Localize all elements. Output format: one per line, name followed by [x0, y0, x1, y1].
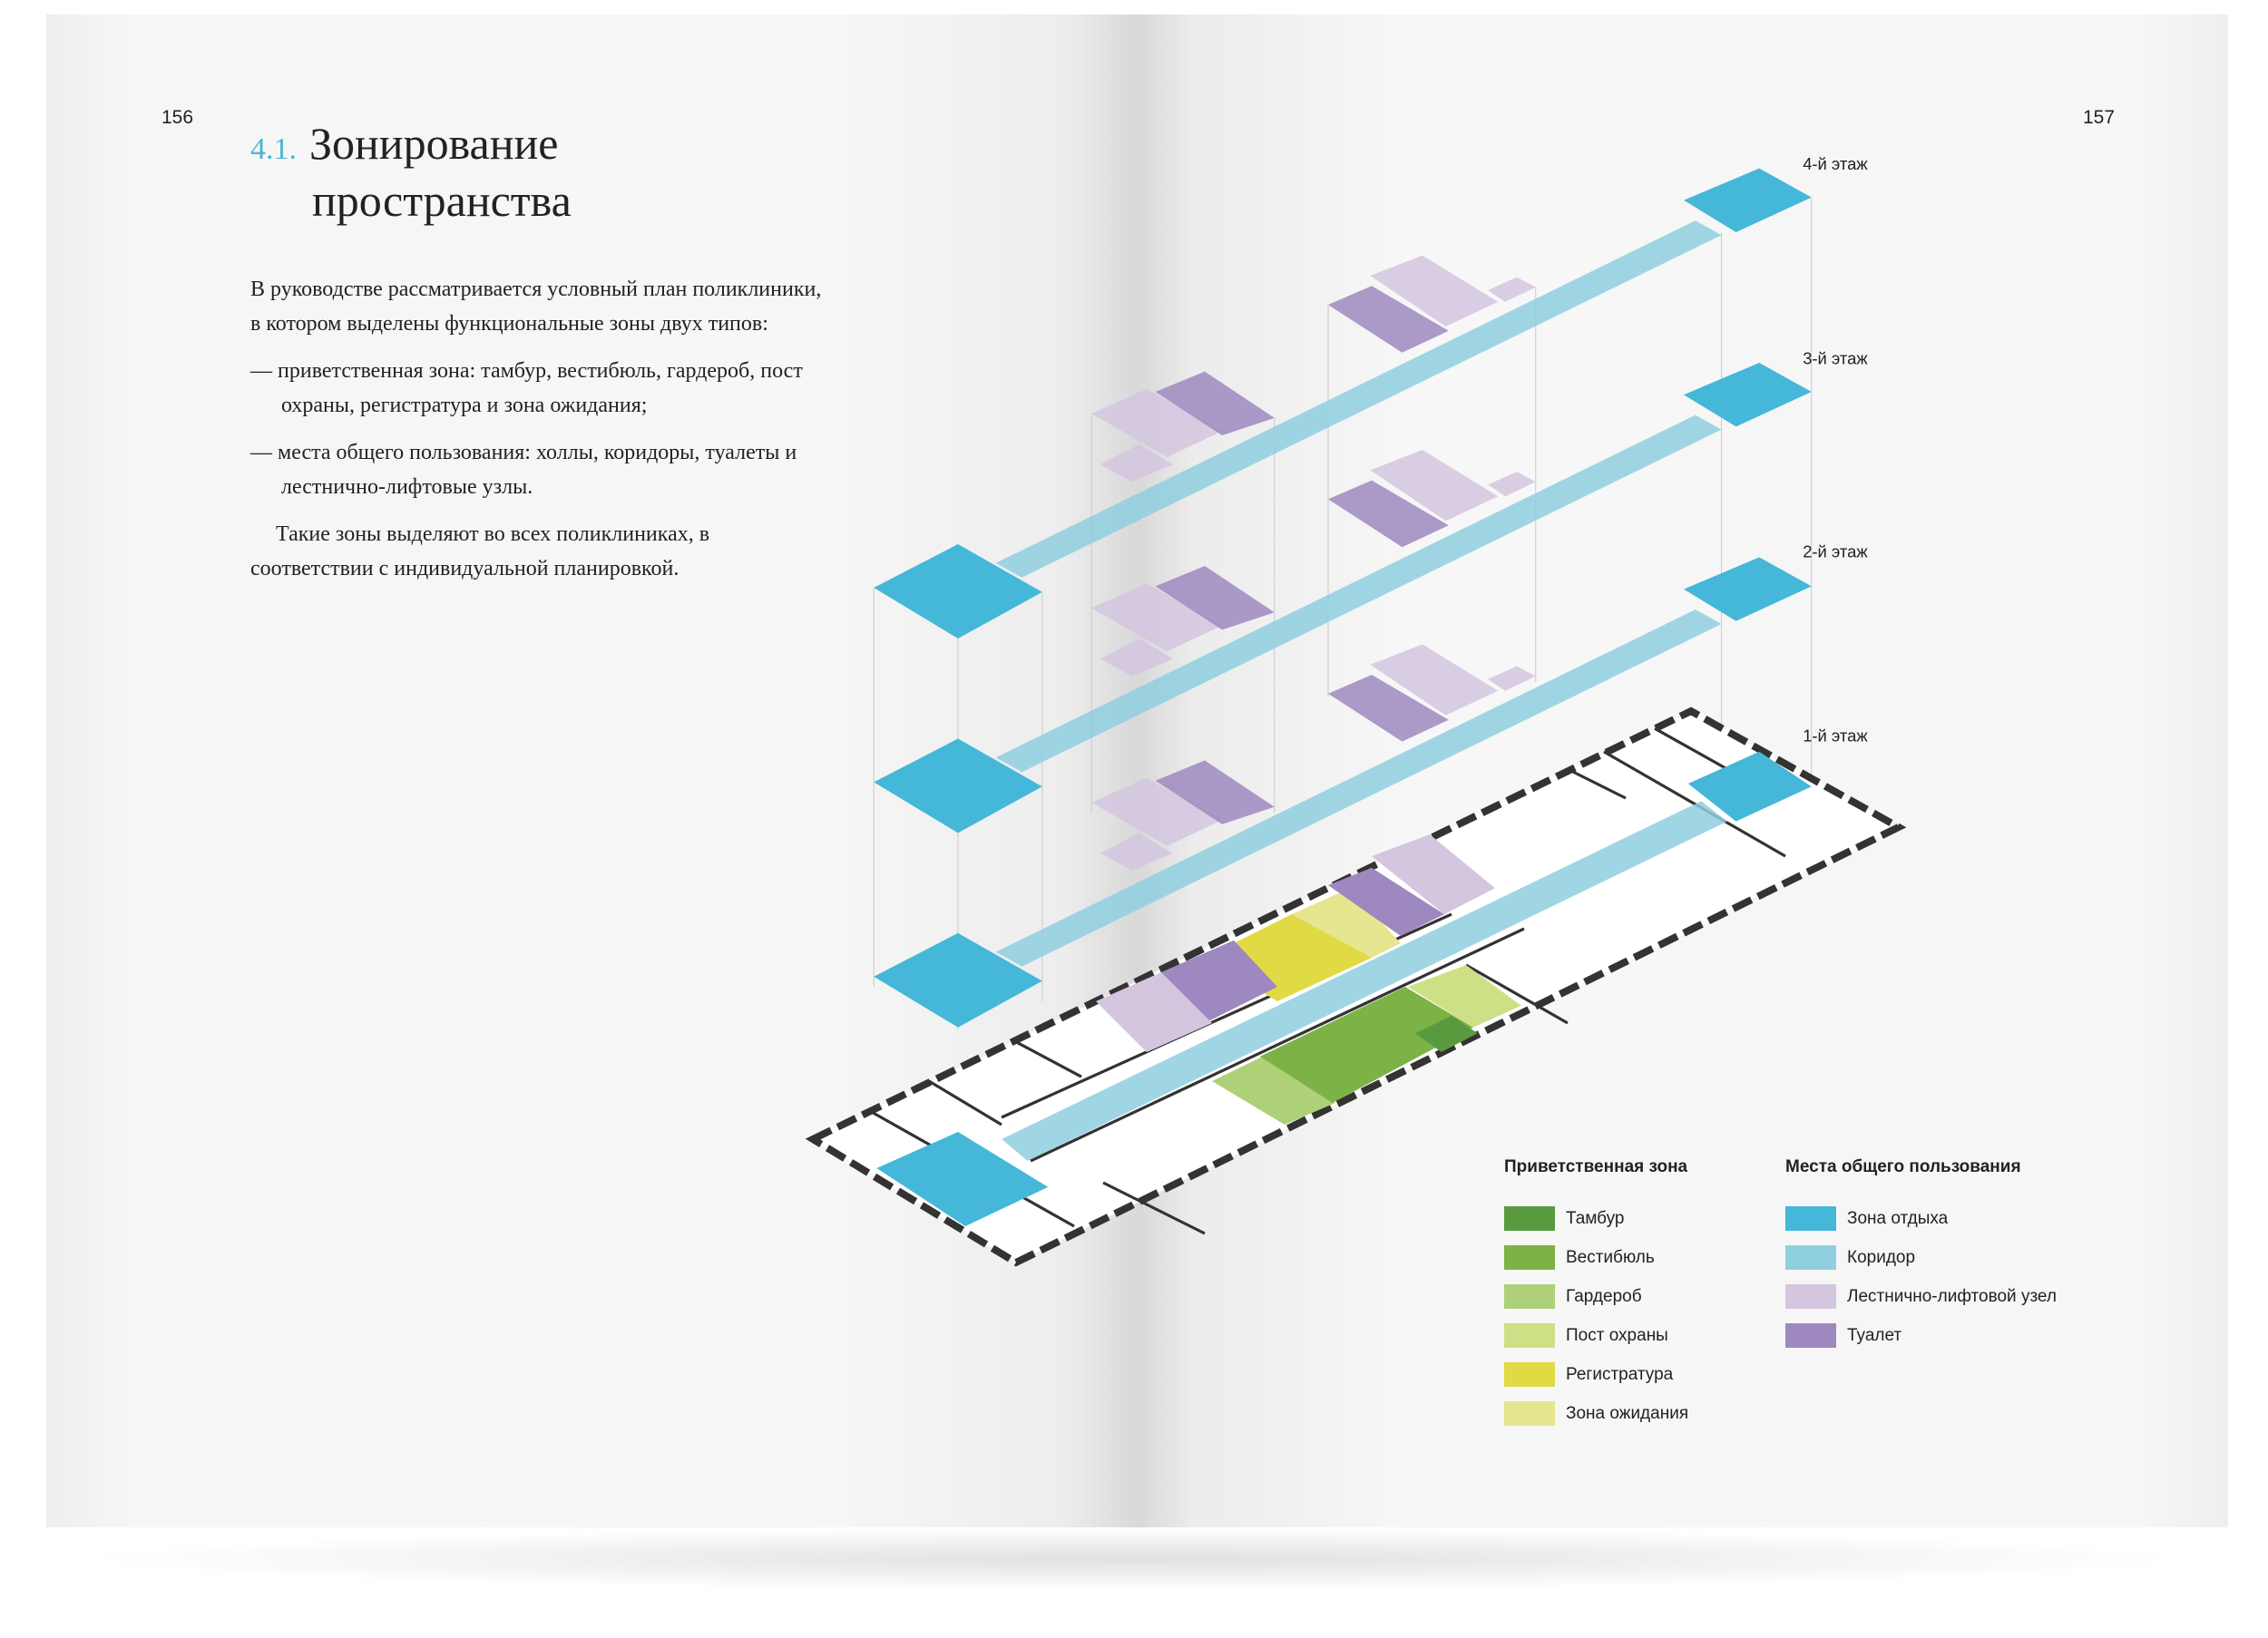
zone-stair-lift — [1096, 972, 1212, 1052]
legend-label: Коридор — [1847, 1247, 1916, 1267]
book-shadow — [73, 1527, 2195, 1591]
intro-paragraph: В руководстве рассматривается условный п… — [250, 278, 822, 336]
legend-swatch — [1504, 1362, 1555, 1387]
zone-stair-lift — [1488, 666, 1536, 691]
legend-common-areas: Места общего пользования Зона отдыха Кори… — [1785, 1157, 2057, 1355]
legend-swatch — [1504, 1206, 1555, 1231]
section-title: 4.1. Зонирование пространства — [250, 118, 572, 226]
legend-label: Зона отдыха — [1847, 1208, 1949, 1228]
floor-connector-lines — [873, 197, 1813, 1030]
zone-stair-lift — [1372, 834, 1495, 914]
section-number: 4.1. — [250, 132, 297, 166]
zone-stair-lift — [1488, 472, 1536, 497]
zone-rest-right — [1684, 557, 1812, 621]
legend-label: Тамбур — [1566, 1208, 1625, 1228]
zone-toilet — [1155, 566, 1275, 630]
zone-toilet — [1328, 867, 1444, 936]
zone-stair-lift — [1100, 833, 1173, 871]
legend-title: Места общего пользования — [1785, 1157, 2021, 1176]
zone-rest-left — [874, 544, 1042, 639]
legend-item: Пост охраны — [1504, 1316, 1688, 1355]
zone-waiting — [1292, 888, 1401, 958]
legend-title: Приветственная зона — [1504, 1157, 1688, 1176]
legend-welcome-zone: Приветственная зона Тамбур Вестибюль Гарде… — [1504, 1157, 1688, 1433]
title-line-1: Зонирование — [309, 118, 559, 169]
legend-swatch — [1785, 1284, 1836, 1309]
legend-label: Пост охраны — [1566, 1325, 1668, 1345]
zone-stair-lift — [1100, 639, 1173, 677]
legend-swatch — [1504, 1323, 1555, 1348]
floor-label-4: 4-й этаж — [1803, 154, 1868, 173]
legend-item: Гардероб — [1504, 1277, 1688, 1316]
floor-1-plan — [805, 707, 1907, 1267]
zone-rest-left — [876, 1132, 1049, 1226]
legend-label: Гардероб — [1566, 1286, 1642, 1306]
legend-swatch — [1785, 1245, 1836, 1270]
zone-toilet — [1155, 371, 1275, 435]
page-number-left: 156 — [161, 107, 194, 128]
legend-swatch — [1785, 1206, 1836, 1231]
floor-2-plan — [874, 557, 1812, 1028]
zone-stair-lift — [1091, 583, 1223, 652]
zone-rest-left — [874, 932, 1042, 1028]
zone-corridor — [995, 414, 1722, 773]
closing-paragraph: Такие зоны выделяют во всех поликлиниках… — [250, 522, 710, 580]
zone-stair-lift — [1488, 277, 1536, 302]
legend-label: Вестибюль — [1566, 1247, 1655, 1267]
zone-rest-right — [1684, 168, 1812, 232]
zone-corridor — [1002, 801, 1727, 1161]
bullet-common-areas: — места общего пользования: холлы, корид… — [250, 441, 797, 499]
legend-label: Зона ожидания — [1566, 1403, 1689, 1423]
zone-stair-lift — [1091, 777, 1223, 846]
zone-rest-right — [1684, 363, 1812, 427]
floor-label-3: 3-й этаж — [1803, 349, 1868, 368]
body-text: В руководстве рассматривается условный п… — [250, 272, 831, 586]
zone-corridor — [995, 220, 1722, 578]
zone-stair-lift — [1370, 255, 1499, 327]
zone-rest-left — [874, 738, 1042, 834]
legend-swatch — [1785, 1323, 1836, 1348]
zone-rest-right — [1687, 751, 1812, 822]
zone-vestibule — [1259, 987, 1473, 1103]
floor-label-1: 1-й этаж — [1803, 726, 1868, 746]
legend-label: Лестнично-лифтовой узел — [1847, 1286, 2057, 1306]
zone-toilet — [1328, 675, 1449, 742]
legend-item: Туалет — [1785, 1316, 2057, 1355]
legend-label: Туалет — [1847, 1325, 1902, 1345]
floor-label-2: 2-й этаж — [1803, 541, 1868, 561]
zone-security — [1408, 965, 1521, 1028]
zone-stair-lift — [1370, 644, 1499, 716]
legend-swatch — [1504, 1284, 1555, 1309]
title-line-2: пространства — [312, 175, 572, 226]
legend-swatch — [1504, 1401, 1555, 1426]
legend-swatch — [1504, 1245, 1555, 1270]
zone-toilet — [1328, 286, 1449, 353]
legend-item: Регистратура — [1504, 1355, 1688, 1394]
bullet-welcome-zone: — приветственная зона: тамбур, вестибюль… — [250, 359, 803, 417]
zone-stair-lift — [1100, 444, 1173, 483]
page-number-right: 157 — [2083, 107, 2116, 128]
zone-tambour — [1415, 1016, 1478, 1052]
zone-wardrobe — [1212, 1056, 1335, 1125]
zone-toilet — [1155, 760, 1275, 824]
legend-item: Тамбур — [1504, 1199, 1688, 1238]
legend-item: Зона отдыха — [1785, 1199, 2057, 1238]
zone-stair-lift — [1091, 388, 1223, 457]
zone-toilet — [1328, 480, 1449, 548]
floor-3-plan — [874, 363, 1812, 834]
legend-item: Лестнично-лифтовой узел — [1785, 1277, 2057, 1316]
legend-label: Регистратура — [1566, 1364, 1674, 1384]
legend-item: Зона ожидания — [1504, 1394, 1688, 1433]
legend-item: Вестибюль — [1504, 1238, 1688, 1277]
zone-corridor — [995, 609, 1722, 967]
zone-stair-lift — [1370, 450, 1499, 522]
floor-4-plan — [874, 168, 1812, 639]
legend-item: Коридор — [1785, 1238, 2057, 1277]
